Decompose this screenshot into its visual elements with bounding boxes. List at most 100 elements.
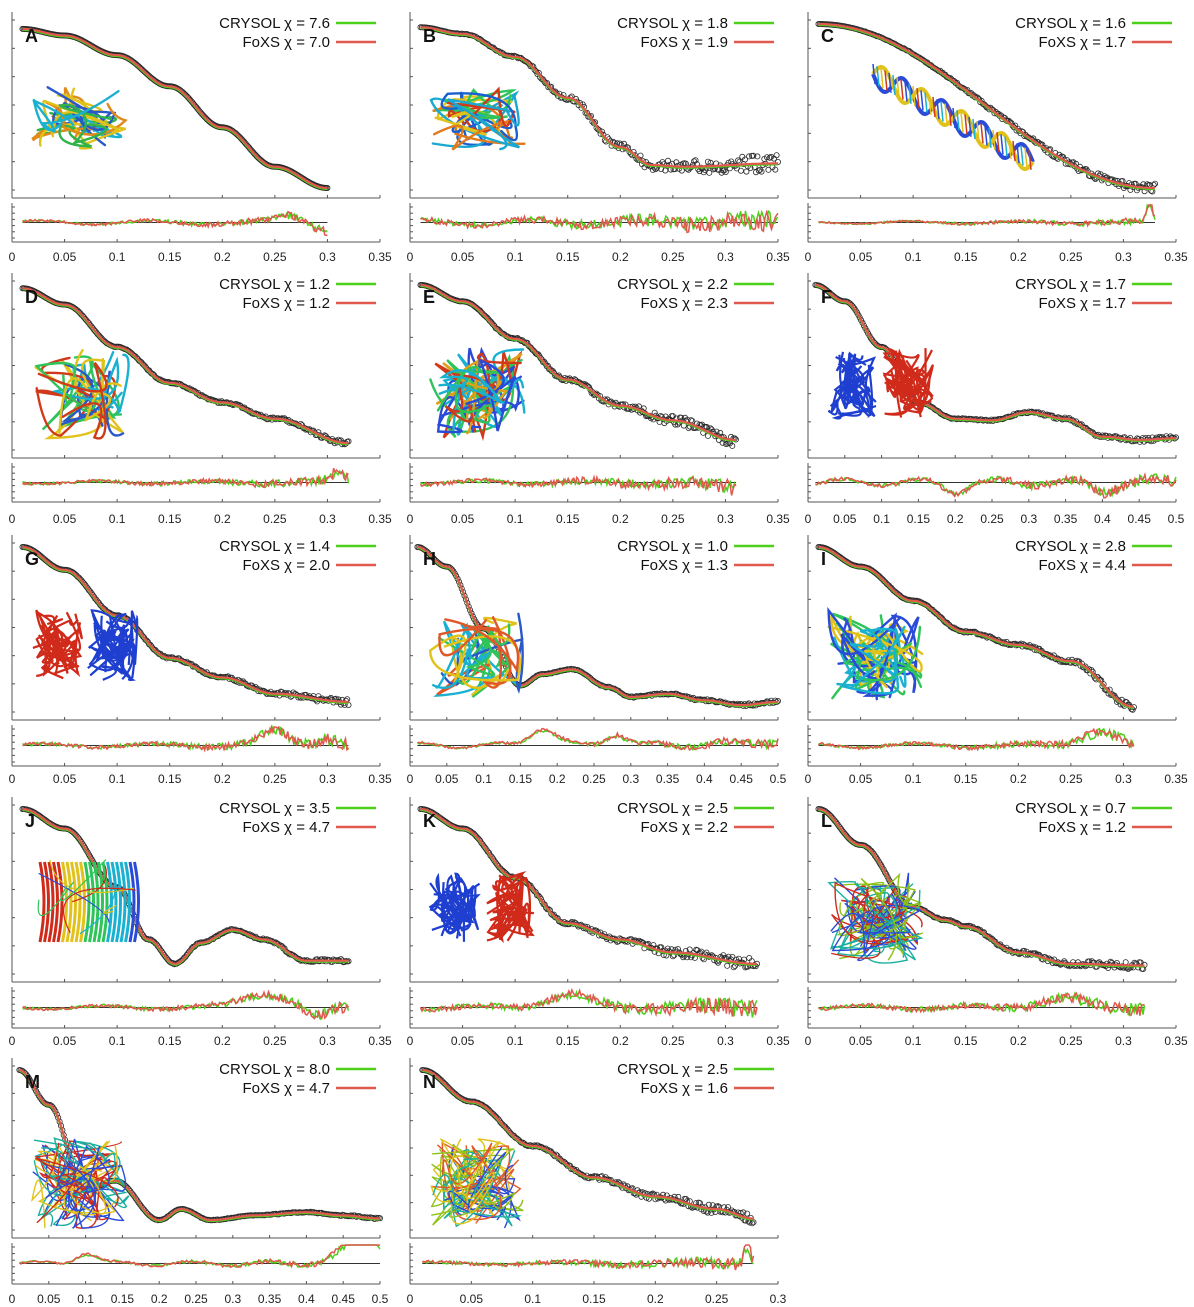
panel-letter: I bbox=[821, 549, 826, 569]
ribbon bbox=[34, 361, 97, 411]
legend-foxs: FoXS χ = 1.3 bbox=[640, 557, 728, 574]
exp-point bbox=[722, 168, 729, 175]
foxs-residuals bbox=[419, 474, 736, 496]
ribbon bbox=[456, 91, 496, 146]
x-tick-label: 0.2 bbox=[612, 1034, 629, 1048]
exp-point bbox=[717, 429, 724, 436]
x-tick-label: 0.05 bbox=[435, 772, 459, 786]
x-tick-label: 0.1 bbox=[507, 1034, 524, 1048]
foxs-curve bbox=[815, 283, 1176, 441]
legend-foxs: FoXS χ = 4.4 bbox=[1038, 557, 1126, 574]
base-pair bbox=[956, 110, 960, 131]
legend-foxs: FoXS χ = 1.9 bbox=[640, 34, 728, 51]
foxs-curve bbox=[417, 545, 778, 707]
x-tick-label: 0 bbox=[9, 772, 16, 786]
x-tick-label: 0.3 bbox=[717, 1034, 734, 1048]
x-tick-label: 0.15 bbox=[158, 512, 182, 526]
base-pair bbox=[928, 94, 932, 115]
base-pair bbox=[1008, 138, 1012, 159]
base-pair bbox=[1024, 147, 1028, 168]
x-tick-label: 0.25 bbox=[661, 512, 685, 526]
panel-f: 0 0.05 0.1 0.15 0.2 0.25 0.3 0.35 0.4 0.45 0.5 F CRY… bbox=[805, 273, 1185, 526]
x-tick-label: 0.1 bbox=[507, 250, 524, 264]
x-tick-label: 0.1 bbox=[905, 1034, 922, 1048]
x-tick-label: 0.3 bbox=[1115, 250, 1132, 264]
beta-strand bbox=[115, 861, 122, 943]
foxs-curve bbox=[22, 807, 349, 965]
x-tick-label: 0.1 bbox=[524, 1292, 541, 1306]
panel-n: 0 0.05 0.1 0.15 0.2 0.25 0.3 N CRYSOL χ = 2.5 FoX… bbox=[407, 1058, 787, 1306]
exp-point bbox=[758, 168, 765, 175]
panel-letter: G bbox=[25, 549, 39, 569]
x-tick-label: 0.1 bbox=[475, 772, 492, 786]
x-tick-label: 0.1 bbox=[109, 250, 126, 264]
x-tick-label: 0 bbox=[9, 512, 16, 526]
base-pair bbox=[872, 63, 876, 85]
x-tick-label: 0.2 bbox=[612, 512, 629, 526]
x-tick-label: 0.15 bbox=[556, 1034, 580, 1048]
beta-strand bbox=[101, 861, 109, 943]
exp-point bbox=[773, 152, 780, 159]
panel-b: 0 0.05 0.1 0.15 0.2 0.25 0.3 0.35 B CRYSOL χ = 1.… bbox=[407, 12, 790, 264]
panel-e: 0 0.05 0.1 0.15 0.2 0.25 0.3 0.35 E CRYSOL χ = 2.… bbox=[407, 273, 790, 526]
x-tick-label: 0.25 bbox=[1059, 1034, 1083, 1048]
x-tick-label: 0 bbox=[407, 250, 414, 264]
beta-strand bbox=[110, 861, 118, 943]
ribbon bbox=[452, 348, 525, 431]
beta-strand bbox=[56, 861, 64, 943]
x-tick-label: 0.35 bbox=[258, 1292, 282, 1306]
exp-point bbox=[750, 152, 757, 159]
base-pair bbox=[1004, 136, 1008, 157]
panel-a: 0 0.05 0.1 0.15 0.2 0.25 0.3 0.35 A CRYSOL χ = 7.… bbox=[9, 12, 392, 264]
x-tick-label: 0.15 bbox=[582, 1292, 606, 1306]
panel-letter: N bbox=[423, 1072, 436, 1092]
x-tick-label: 0.15 bbox=[509, 772, 533, 786]
base-pair bbox=[896, 77, 900, 98]
base-pair bbox=[1012, 140, 1016, 162]
legend-crysol: CRYSOL χ = 1.2 bbox=[219, 276, 330, 293]
x-tick-label: 0.2 bbox=[549, 772, 566, 786]
legend-crysol: CRYSOL χ = 2.8 bbox=[1015, 538, 1126, 555]
panel-letter: K bbox=[423, 811, 436, 831]
x-tick-label: 0.4 bbox=[696, 772, 713, 786]
legend-crysol: CRYSOL χ = 1.7 bbox=[1015, 276, 1126, 293]
x-tick-label: 0.35 bbox=[766, 250, 790, 264]
crysol-residuals bbox=[22, 991, 350, 1021]
exp-point bbox=[729, 442, 736, 449]
ribbon bbox=[37, 361, 108, 440]
base-pair bbox=[936, 99, 940, 120]
legend-crysol: CRYSOL χ = 1.8 bbox=[617, 15, 728, 32]
x-tick-label: 0.2 bbox=[214, 250, 231, 264]
foxs-residuals bbox=[417, 727, 779, 752]
panel-letter: E bbox=[423, 287, 435, 307]
x-tick-label: 0.2 bbox=[1010, 772, 1027, 786]
x-tick-label: 0.05 bbox=[460, 1292, 484, 1306]
exp-point bbox=[704, 158, 711, 165]
panel-letter: A bbox=[25, 26, 38, 46]
ribbon bbox=[36, 107, 92, 148]
panel-letter: F bbox=[821, 287, 832, 307]
loop bbox=[38, 872, 110, 923]
structure-illustration bbox=[37, 859, 140, 943]
x-tick-label: 0.15 bbox=[158, 250, 182, 264]
ribbon bbox=[827, 625, 923, 689]
ribbon bbox=[61, 363, 125, 437]
x-tick-label: 0 bbox=[9, 1034, 16, 1048]
panel-j: 0 0.05 0.1 0.15 0.2 0.25 0.3 0.35 J CRYSOL χ = 3.… bbox=[9, 797, 392, 1048]
legend-crysol: CRYSOL χ = 2.2 bbox=[617, 276, 728, 293]
x-tick-label: 0.35 bbox=[368, 512, 392, 526]
foxs-residuals bbox=[818, 204, 1156, 228]
x-tick-label: 0.05 bbox=[53, 772, 77, 786]
structure-illustration bbox=[34, 349, 130, 440]
x-tick-label: 0.35 bbox=[368, 1034, 392, 1048]
base-pair bbox=[932, 96, 936, 118]
foxs-curve bbox=[22, 545, 349, 703]
x-tick-label: 0.25 bbox=[263, 250, 287, 264]
exp-point bbox=[735, 157, 742, 164]
x-tick-label: 0.1 bbox=[109, 1034, 126, 1048]
x-tick-label: 0.2 bbox=[151, 1292, 168, 1306]
ribbon bbox=[438, 369, 503, 404]
beta-strand bbox=[47, 861, 55, 943]
foxs-residuals bbox=[422, 1244, 755, 1271]
beta-strand bbox=[133, 861, 140, 943]
